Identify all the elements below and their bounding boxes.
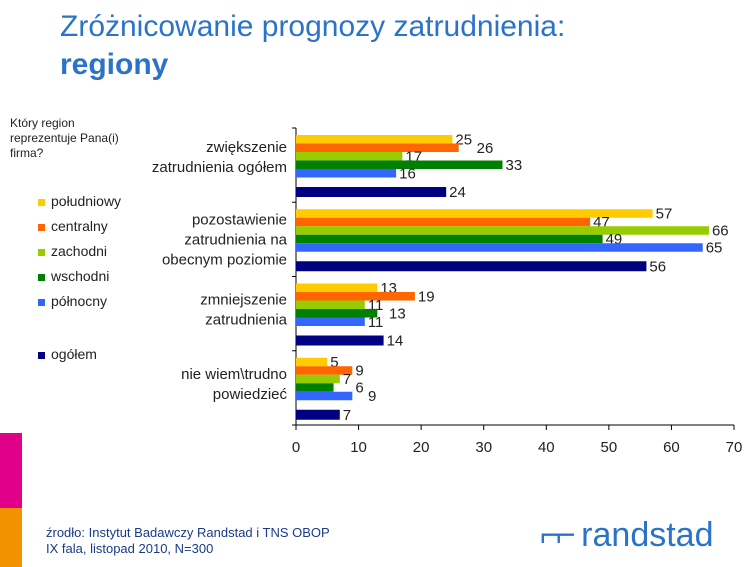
category-label: pozostawienie	[192, 211, 287, 228]
source-line1: źrodło: Instytut Badawczy Randstad i TNS…	[46, 525, 330, 540]
bar-północny	[296, 317, 365, 326]
bar-wschodni	[296, 309, 378, 318]
data-label: 57	[656, 206, 673, 223]
logo-icon: ⌐⌐	[540, 516, 576, 554]
data-label: 24	[449, 184, 466, 201]
bar-zachodni	[296, 226, 709, 235]
legend-label: ogółem	[51, 346, 97, 362]
bar-południowy	[296, 283, 378, 292]
bar-północny	[296, 391, 353, 401]
legend-label: zachodni	[51, 243, 108, 259]
title-line1: Zróżnicowanie prognozy zatrudnienia:	[60, 10, 566, 43]
bar-zachodni	[296, 374, 340, 384]
bar-południowy	[296, 357, 328, 367]
x-tick-label: 20	[413, 439, 430, 456]
legend-item: centralny	[38, 218, 108, 234]
legend-question: Który region reprezentuje Pana(i) firma?	[10, 116, 119, 160]
legend-item: zachodni	[38, 243, 107, 259]
data-label: 14	[387, 333, 404, 350]
legend-label: wschodni	[51, 268, 110, 284]
data-label: 7	[343, 407, 351, 424]
x-tick-label: 60	[663, 439, 680, 456]
data-label: 11	[368, 314, 384, 331]
data-label: 9	[368, 388, 376, 405]
legend-item: północny	[38, 293, 107, 309]
bar-południowy	[296, 209, 653, 218]
data-label: 25	[455, 131, 472, 148]
legend-swatch	[38, 298, 45, 306]
data-label: 19	[418, 288, 435, 305]
bar-ogółem	[296, 261, 647, 272]
data-label: 65	[706, 240, 723, 257]
category-label: powiedzieć	[213, 386, 288, 403]
x-tick-label: 70	[726, 439, 743, 456]
bar-północny	[296, 243, 703, 252]
logo-text: randstad	[581, 516, 714, 554]
title-line2: regiony	[60, 48, 169, 81]
data-label: 26	[477, 140, 494, 157]
source-line2: IX fala, listopad 2010, N=300	[46, 541, 214, 556]
bar-centralny	[296, 217, 591, 227]
category-label: zatrudnienia	[205, 312, 287, 329]
bar-wschodni	[296, 234, 603, 244]
legend-label: południowy	[51, 193, 122, 209]
x-tick-label: 10	[350, 439, 367, 456]
legend-item: wschodni	[38, 268, 109, 284]
legend-item: południowy	[38, 193, 121, 209]
bar-centralny	[296, 292, 415, 301]
category-label: zatrudnienia na	[184, 231, 287, 248]
data-label: 33	[505, 157, 522, 174]
category-label: nie wiem\trudno	[181, 366, 287, 383]
bar-północny	[296, 169, 397, 178]
legend-swatch	[38, 351, 45, 359]
bar-zachodni	[296, 300, 365, 309]
data-label: 16	[399, 165, 416, 182]
bar-ogółem	[296, 409, 340, 420]
bar-południowy	[296, 135, 453, 144]
x-tick-label: 50	[601, 439, 618, 456]
bar-centralny	[296, 366, 353, 375]
x-tick-label: 40	[538, 439, 555, 456]
x-tick-label: 0	[292, 439, 300, 456]
category-label: obecnym poziomie	[162, 251, 287, 268]
bar-ogółem	[296, 335, 384, 346]
bar-centralny	[296, 143, 459, 152]
data-label: 66	[712, 223, 729, 240]
data-label: 7	[343, 371, 351, 388]
legend-item: ogółem	[38, 346, 97, 362]
category-label: zatrudnienia ogółem	[152, 159, 287, 176]
decor-orange-bar	[0, 508, 22, 567]
legend-swatch	[38, 198, 45, 206]
legend-swatch	[38, 248, 45, 256]
source-note: źrodło: Instytut Badawczy Randstad i TNS…	[46, 525, 330, 557]
data-label: 9	[355, 363, 363, 380]
legend-label: północny	[51, 293, 108, 309]
category-label: zwiększenie	[206, 139, 287, 156]
bar-ogółem	[296, 187, 447, 197]
bar-zachodni	[296, 152, 403, 161]
legend-swatch	[38, 223, 45, 231]
legend-label: centralny	[51, 218, 108, 234]
bar-wschodni	[296, 383, 334, 392]
x-tick-label: 30	[475, 439, 492, 456]
bar-wschodni	[296, 160, 503, 169]
category-label: zmniejszenie	[200, 292, 287, 309]
decor-magenta-bar	[0, 433, 22, 508]
data-label: 6	[355, 380, 363, 397]
data-label: 13	[389, 305, 406, 322]
legend-swatch	[38, 273, 45, 281]
data-label: 5	[330, 354, 338, 371]
randstad-logo: ⌐⌐ randstad	[540, 516, 714, 555]
data-label: 56	[649, 258, 666, 275]
